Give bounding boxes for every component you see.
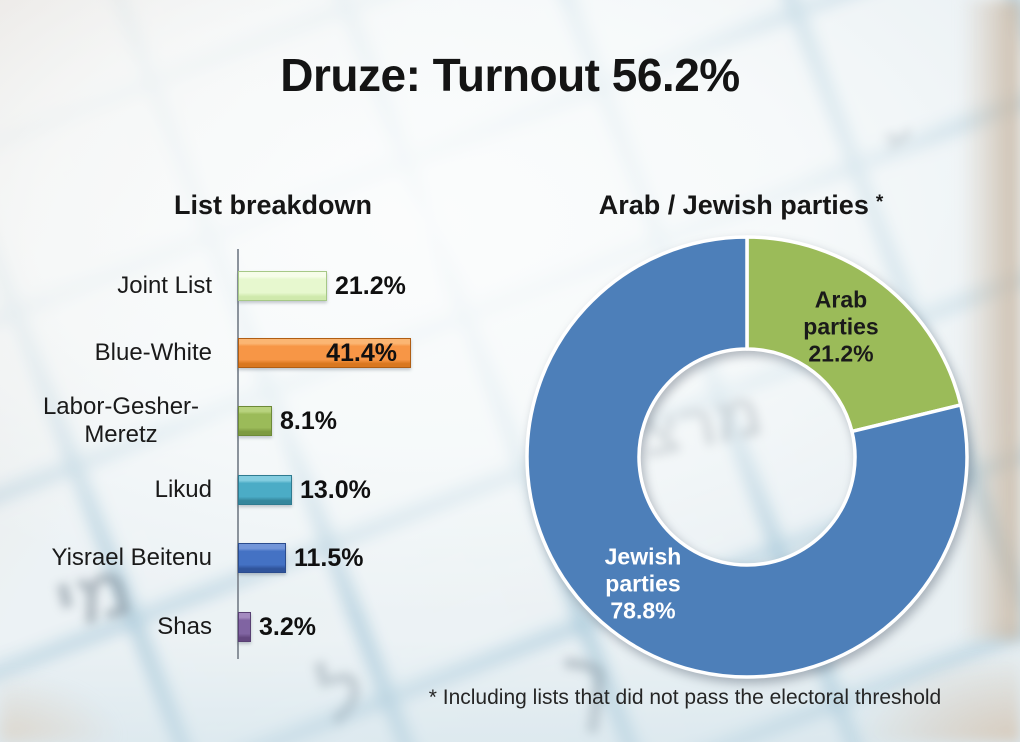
- bar-value-labor-gesher-meretz: 8.1%: [280, 407, 337, 435]
- donut-chart-title: Arab / Jewish parties *: [541, 190, 941, 221]
- category-axis-line: [237, 249, 239, 659]
- footnote: * Including lists that did not pass the …: [428, 686, 942, 709]
- bar-value-shas: 3.2%: [259, 613, 316, 641]
- donut-svg: [525, 235, 969, 679]
- slide-title: Druze: Turnout 56.2%: [280, 49, 740, 101]
- donut-chart: Arab parties 21.2% Jewish parties 78.8%: [516, 226, 978, 688]
- background-beige-corner-bl: [0, 652, 160, 742]
- bar-category-label-shas: Shas: [157, 613, 212, 641]
- bar-joint-list: [238, 271, 327, 301]
- bar-likud: [238, 475, 292, 505]
- donut-slice-arab-parties: [745, 235, 963, 434]
- donut-chart-title-text: Arab / Jewish parties: [598, 190, 869, 220]
- footnote-asterisk: *: [875, 192, 884, 213]
- bar-chart-title: List breakdown: [173, 190, 373, 220]
- bar-blue-white: 41.4%: [238, 338, 411, 368]
- bar-value-yisrael-beitenu: 11.5%: [294, 544, 364, 572]
- bar-category-label-likud: Likud: [154, 476, 212, 504]
- bar-category-label-labor-gesher-meretz: Labor-Gesher-Meretz: [42, 393, 200, 448]
- bar-labor-gesher-meretz: [238, 406, 272, 436]
- bar-value-blue-white: 41.4%: [326, 339, 397, 367]
- bar-category-label-yisrael-beitenu: Yisrael Beitenu: [51, 544, 212, 572]
- background-beige-strip: [962, 0, 1020, 640]
- donut-label-jewish-parties: Jewish parties 78.8%: [604, 543, 682, 624]
- bar-category-label-blue-white: Blue-White: [94, 339, 212, 367]
- bar-value-joint-list: 21.2%: [335, 272, 406, 300]
- bar-category-label-joint-list: Joint List: [117, 272, 212, 300]
- donut-label-arab-parties: Arab parties 21.2%: [803, 286, 879, 367]
- donut-slice-jewish-parties: [525, 235, 969, 679]
- bar-yisrael-beitenu: [238, 543, 286, 573]
- bar-value-likud: 13.0%: [300, 476, 371, 504]
- bar-shas: [238, 612, 251, 642]
